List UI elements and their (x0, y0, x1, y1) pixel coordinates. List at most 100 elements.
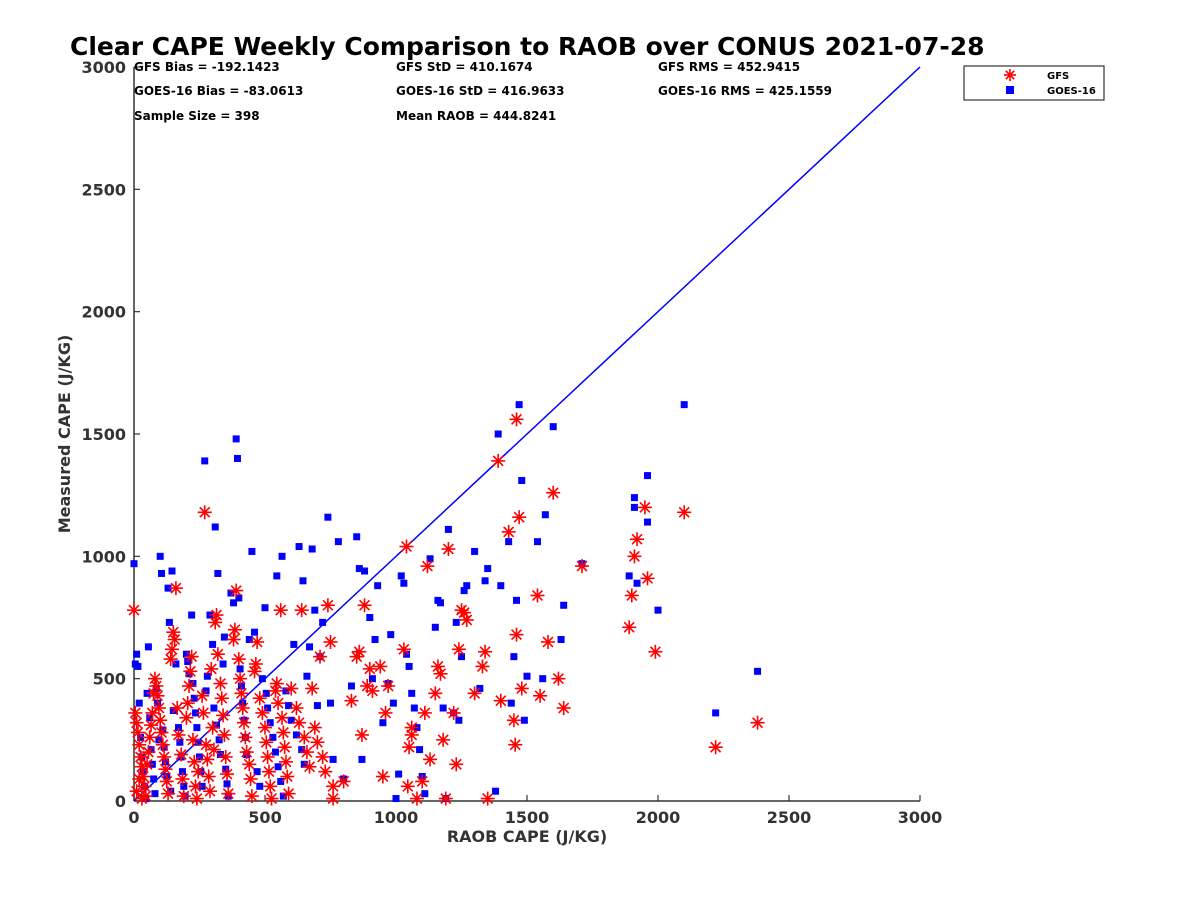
goes16-point (437, 599, 445, 607)
gfs-point (640, 571, 655, 586)
y-tick-label: 500 (93, 670, 126, 689)
gfs-point (375, 769, 390, 784)
gfs-point (216, 708, 231, 723)
goes16-point (133, 650, 141, 658)
goes16-point (400, 579, 408, 587)
goes16-point (185, 670, 193, 678)
gfs-point (196, 705, 211, 720)
goes16-point (278, 552, 286, 560)
goes16-point (300, 760, 308, 768)
gfs-point (205, 720, 220, 735)
gfs-std-stat: GFS StD = 410.1674 (396, 60, 533, 74)
gfs-point (202, 784, 217, 799)
goes16-point (520, 716, 528, 724)
goes16-point (334, 538, 342, 546)
gfs-point (243, 771, 258, 786)
gfs-point (436, 732, 451, 747)
gfs-point (409, 791, 424, 806)
gfs-point (278, 754, 293, 769)
gfs-point (362, 661, 377, 676)
gfs-point (294, 603, 309, 618)
goes16-point (549, 423, 557, 431)
goes16-point (144, 643, 152, 651)
gfs-point (277, 740, 292, 755)
goes16-point (290, 640, 298, 648)
gfs-point (149, 679, 164, 694)
gfs-point (218, 749, 233, 764)
gfs-point (170, 701, 185, 716)
goes16-point (494, 430, 502, 438)
gfs-point (575, 559, 590, 574)
goes16-point (533, 538, 541, 546)
goes16-point (358, 755, 366, 763)
gfs-point (237, 715, 252, 730)
gfs-point (297, 730, 312, 745)
goes16-point (510, 653, 518, 661)
goes16-point (216, 751, 224, 759)
gfs-point (326, 791, 341, 806)
gfs-point (428, 686, 443, 701)
gfs-point (280, 769, 295, 784)
gfs-point (533, 688, 548, 703)
y-ticks: 0 500 1000 1500 2000 2500 3000 (81, 58, 140, 811)
goes16-point (258, 675, 266, 683)
goes-std-stat: GOES-16 StD = 416.9633 (396, 84, 565, 98)
gfs-point (129, 715, 144, 730)
goes16-point (680, 401, 688, 409)
goes16-point (410, 704, 418, 712)
gfs-point (480, 791, 495, 806)
goes16-point (154, 699, 162, 707)
goes16-point (329, 755, 337, 763)
gfs-point (200, 752, 215, 767)
goes16-point (251, 628, 259, 636)
goes16-point (165, 618, 173, 626)
goes16-point (625, 572, 633, 580)
gfs-point (284, 681, 299, 696)
goes16-point (513, 596, 521, 604)
gfs-point (310, 735, 325, 750)
gfs-point (132, 771, 147, 786)
gfs-point (141, 745, 156, 760)
gfs-point (235, 701, 250, 716)
goes16-point (190, 694, 198, 702)
gfs-point (446, 705, 461, 720)
goes16-point (172, 660, 180, 668)
gfs-point (276, 725, 291, 740)
gfs-point (475, 659, 490, 674)
x-tick-label: 2500 (767, 808, 812, 827)
gfs-point (750, 715, 765, 730)
gfs-point (217, 727, 232, 742)
goes16-point (712, 709, 720, 717)
goes16-point (355, 565, 363, 573)
gfs-point (179, 710, 194, 725)
gfs-point (271, 696, 286, 711)
gfs-point (206, 742, 221, 757)
goes16-point (169, 706, 177, 714)
goes16-point (292, 731, 300, 739)
gfs-point (191, 764, 206, 779)
y-tick-label: 3000 (81, 58, 126, 77)
goes-rms-stat: GOES-16 RMS = 425.1559 (658, 84, 832, 98)
x-axis-label: RAOB CAPE (J/KG) (447, 827, 607, 846)
goes16-point (505, 538, 513, 546)
x-tick-label: 1000 (374, 808, 419, 827)
gfs-point (373, 659, 388, 674)
goes16-point (560, 601, 568, 609)
goes16-point (253, 768, 261, 776)
legend-gfs-marker (1004, 69, 1016, 81)
gfs-point (357, 598, 372, 613)
goes16-point (426, 555, 434, 563)
goes16-point (541, 511, 549, 519)
goes16-point (452, 618, 460, 626)
gfs-point (508, 737, 523, 752)
legend-goes16-label: GOES-16 (1047, 86, 1096, 97)
gfs-point (171, 727, 186, 742)
gfs-point (630, 532, 645, 547)
gfs-point (158, 762, 173, 777)
gfs-point (161, 786, 176, 801)
goes16-point (230, 599, 238, 607)
gfs-point (509, 412, 524, 427)
goes16-point (416, 746, 424, 754)
goes16-point (194, 738, 202, 746)
